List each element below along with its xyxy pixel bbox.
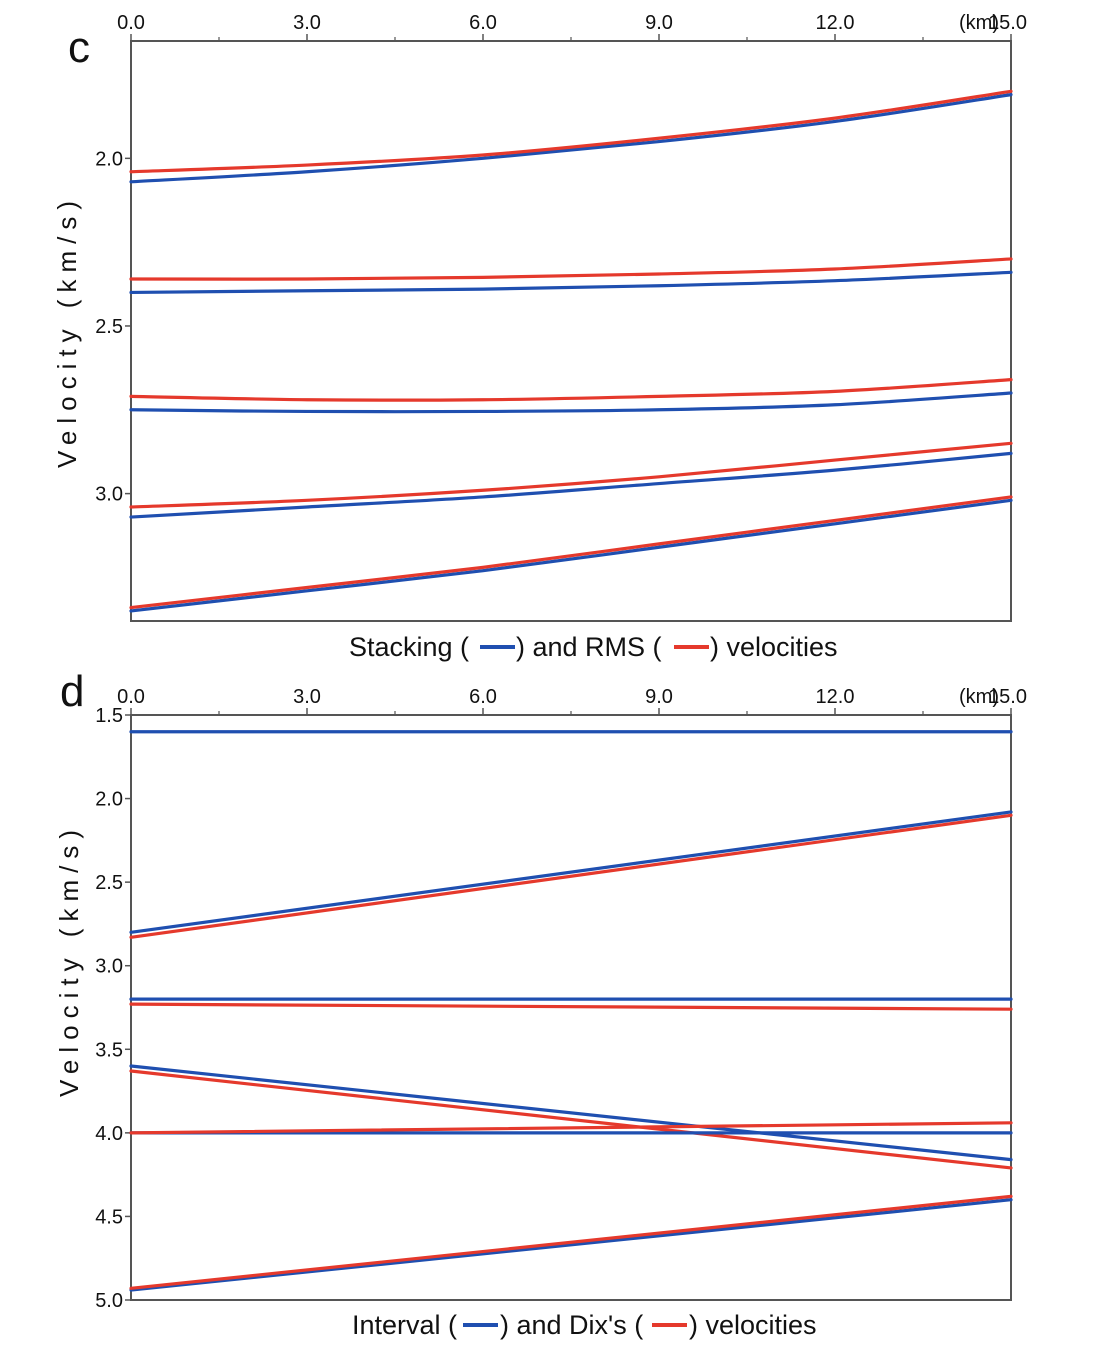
panel-c-x-tick-label: 12.0 [816,12,855,34]
panel-d-series [129,730,1013,1292]
panel-c-series-red-2 [129,89,1013,174]
panel-d-caption: Interval ( ) and Dix's ( ) velocities [352,1310,817,1340]
panel-c-series-red-10 [129,495,1013,610]
panel-d-series-blue-6 [129,1064,1013,1162]
panel-d-y-tick-label: 3.0 [95,956,123,978]
panel-c-y-tick-label: 2.5 [95,316,123,338]
panel-d-x-tick-label: 15.0 [988,686,1027,708]
panel-d-series-red-7 [129,1069,1013,1170]
panel-c-y-axis-label: Velocity (km/s) [52,194,82,468]
panel-d-caption-part2: ) and Dix's ( [500,1310,643,1340]
panel-c-series-blue-5 [129,391,1013,414]
panel-d-x-tick-label: 6.0 [469,686,497,708]
panel-c-y-tick-label: 3.0 [95,484,123,506]
panel-c-series-red-4 [129,257,1013,281]
panel-d-x-unit-label: (km) [959,686,999,708]
panel-c-x-tick-label: 9.0 [645,12,673,34]
panel-d-x-tick-label: 0.0 [117,686,145,708]
panel-c-series-blue-3 [129,270,1013,295]
panel-c-x-tick-label: 3.0 [293,12,321,34]
panel-c-caption-part1: Stacking ( [349,632,469,662]
panel-c-caption-part3: ) velocities [710,632,838,662]
panel-c-x-unit-label: (km) [959,12,999,34]
panel-c-series-red-6 [129,378,1013,402]
panel-d-x-tick-label: 9.0 [645,686,673,708]
panel-c-x-tick-label: 15.0 [988,12,1027,34]
panel-d-series-red-3 [129,813,1013,939]
panel-c-caption-part2: ) and RMS ( [516,632,662,662]
panel-c-plot-frame [130,40,1012,622]
panel-c-series [129,89,1013,613]
panel-d-x-tick-label: 3.0 [293,686,321,708]
panel-c-letter: c [68,23,90,72]
panel-c-series-blue-7 [129,451,1013,519]
panel-d-series-blue-2 [129,810,1013,934]
panel-c: c 0.0 3.0 6.0 9.0 12.0 15.0(km) 2.0 2.5 3.0 Velo… [52,12,1027,662]
panel-d-series-red-11 [129,1194,1013,1290]
panel-c-caption: Stacking ( ) and RMS ( ) velocities [349,632,838,662]
panel-d-y-axis-label: Velocity (km/s) [54,823,84,1097]
panel-d-y-tick-label: 2.5 [95,872,123,894]
panel-d-y-tick-label: 3.5 [95,1039,123,1061]
panel-c-series-blue-9 [129,498,1013,613]
panel-d-letter: d [60,667,84,716]
panel-c-y-tick-label: 2.0 [95,148,123,170]
panel-d-y-tick-label: 5.0 [95,1290,123,1312]
panel-d-series-blue-10 [129,1198,1013,1292]
panel-c-x-tick-label: 0.0 [117,12,145,34]
panel-d-x-tick-label: 12.0 [816,686,855,708]
panel-d-y-tick-label: 4.0 [95,1123,123,1145]
panel-d-series-red-9 [129,1121,1013,1135]
panel-c-series-red-8 [129,441,1013,509]
panel-c-ticks: 0.0 3.0 6.0 9.0 12.0 15.0(km) 2.0 2.5 3.0 [95,12,1027,506]
panel-d-y-tick-label: 2.0 [95,789,123,811]
panel-d-series-red-5 [129,1002,1013,1011]
panel-d-ticks: 0.0 3.0 6.0 9.0 12.0 15.0(km) 1.5 2.0 2.5 3.0 3.5 4… [95,686,1027,1312]
panel-c-series-blue-1 [129,93,1013,184]
panel-d-y-tick-label: 1.5 [95,705,123,727]
panel-d: d 0.0 3.0 6.0 9.0 12.0 15.0(km) 1.5 2.0 2.5 3.0 3.… [54,667,1027,1340]
panel-d-caption-part1: Interval ( [352,1310,457,1340]
panel-c-x-tick-label: 6.0 [469,12,497,34]
panel-d-caption-part3: ) velocities [689,1310,817,1340]
panel-d-y-tick-label: 4.5 [95,1206,123,1228]
